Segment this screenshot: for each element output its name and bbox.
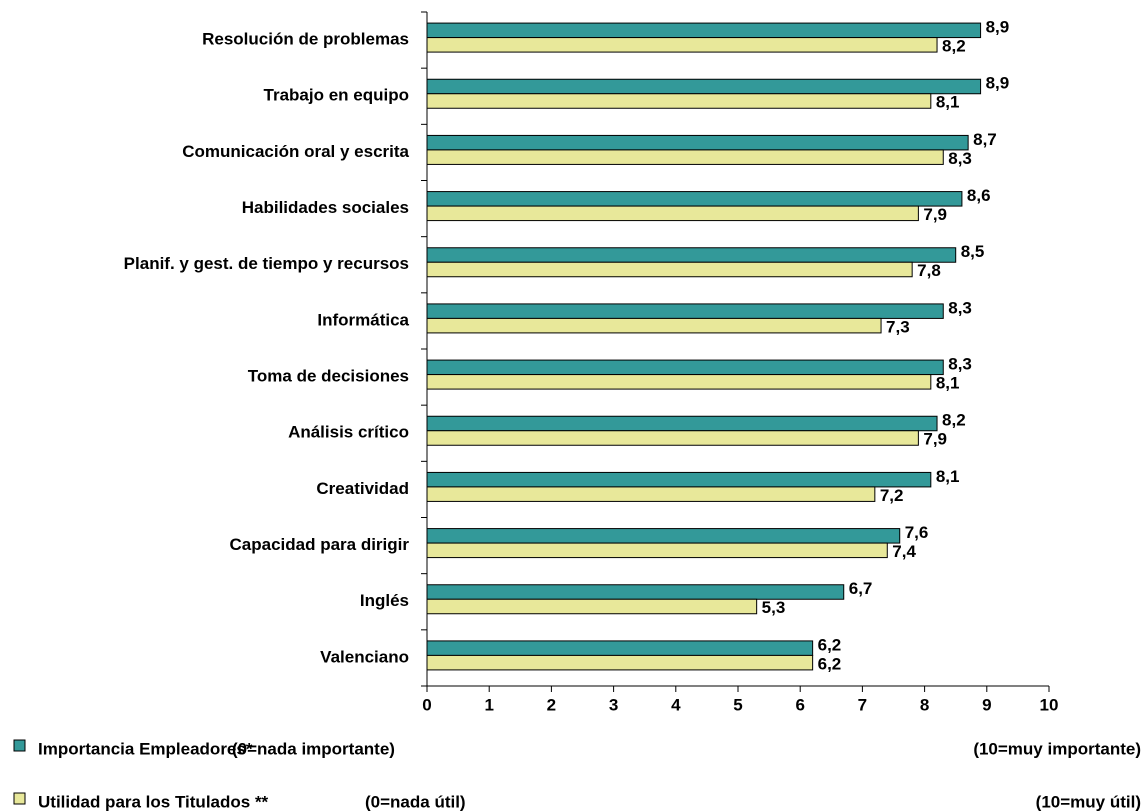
x-tick-label: 7 — [858, 695, 867, 714]
value-label: 8,9 — [986, 74, 1010, 93]
value-label: 8,1 — [936, 467, 960, 486]
x-tick-label: 9 — [982, 695, 991, 714]
legend-low-label: (0=nada útil) — [365, 792, 466, 811]
bar — [426, 303, 944, 319]
value-label: 5,3 — [762, 598, 786, 617]
bar — [426, 430, 919, 446]
legend-high-label: (10=muy útil) — [1036, 792, 1141, 811]
bar — [426, 261, 913, 278]
bar — [426, 598, 758, 615]
y-tick-label: Comunicación oral y escrita — [182, 142, 409, 161]
y-tick-label: Capacidad para dirigir — [230, 535, 410, 554]
value-label: 7,8 — [917, 261, 941, 280]
bar — [426, 149, 944, 165]
value-label: 8,2 — [942, 411, 966, 430]
y-tick-label: Análisis crítico — [288, 423, 409, 442]
value-label: 6,2 — [818, 635, 842, 654]
bar — [426, 37, 938, 53]
y-tick-label: Valenciano — [320, 647, 409, 666]
value-label: 7,3 — [886, 317, 910, 336]
legend-high-label: (10=muy importante) — [973, 739, 1141, 758]
legend-swatch — [13, 792, 26, 805]
value-label: 7,9 — [923, 205, 947, 224]
value-label: 7,6 — [905, 523, 929, 542]
bar — [426, 205, 919, 222]
y-tick-label: Toma de decisiones — [248, 367, 409, 386]
bar — [426, 191, 963, 207]
bar — [426, 415, 938, 432]
y-tick-label: Trabajo en equipo — [264, 86, 409, 105]
bar — [426, 471, 932, 488]
bar — [426, 93, 932, 109]
legend-label: Importancia Empleadores* — [38, 739, 253, 758]
value-label: 8,3 — [948, 298, 972, 317]
value-label: 8,5 — [961, 242, 985, 261]
value-label: 8,1 — [936, 93, 960, 112]
x-tick-label: 2 — [547, 695, 556, 714]
x-tick-label: 5 — [733, 695, 742, 714]
value-label: 8,2 — [942, 37, 966, 56]
bar — [426, 542, 888, 559]
y-tick-label: Inglés — [360, 591, 409, 610]
value-label: 8,9 — [986, 18, 1010, 37]
bar — [426, 584, 845, 600]
y-tick-label: Creatividad — [316, 479, 409, 498]
x-tick-label: 0 — [422, 695, 431, 714]
legend-swatch — [13, 739, 26, 752]
x-tick-label: 1 — [484, 695, 493, 714]
value-label: 7,4 — [892, 542, 916, 561]
bar — [426, 78, 982, 95]
value-label: 8,1 — [936, 374, 960, 393]
x-tick-label: 10 — [1040, 695, 1059, 714]
bar — [426, 374, 932, 390]
bar — [426, 134, 969, 151]
value-label: 7,2 — [880, 486, 904, 505]
x-tick-label: 6 — [795, 695, 804, 714]
legend-low-label: (0=nada importante) — [232, 739, 395, 758]
value-label: 6,2 — [818, 654, 842, 673]
value-label: 8,3 — [948, 149, 972, 168]
value-label: 7,9 — [923, 430, 947, 449]
y-tick-label: Habilidades sociales — [242, 198, 409, 217]
bar — [426, 654, 814, 671]
y-tick-label: Planif. y gest. de tiempo y recursos — [124, 254, 409, 273]
value-label: 8,6 — [967, 186, 991, 205]
x-tick-label: 8 — [920, 695, 929, 714]
legend-label: Utilidad para los Titulados ** — [38, 792, 269, 811]
y-tick-label: Resolución de problemas — [202, 30, 409, 49]
bar — [426, 486, 876, 502]
bar — [426, 317, 882, 334]
bar — [426, 359, 944, 376]
bar — [426, 640, 814, 656]
bar — [426, 22, 982, 39]
bar — [426, 528, 901, 544]
value-label: 6,7 — [849, 579, 873, 598]
value-label: 8,3 — [948, 355, 972, 374]
x-tick-label: 4 — [671, 695, 681, 714]
y-tick-label: Informática — [317, 310, 409, 329]
bar — [426, 247, 957, 263]
value-label: 8,7 — [973, 130, 997, 149]
x-tick-label: 3 — [609, 695, 618, 714]
